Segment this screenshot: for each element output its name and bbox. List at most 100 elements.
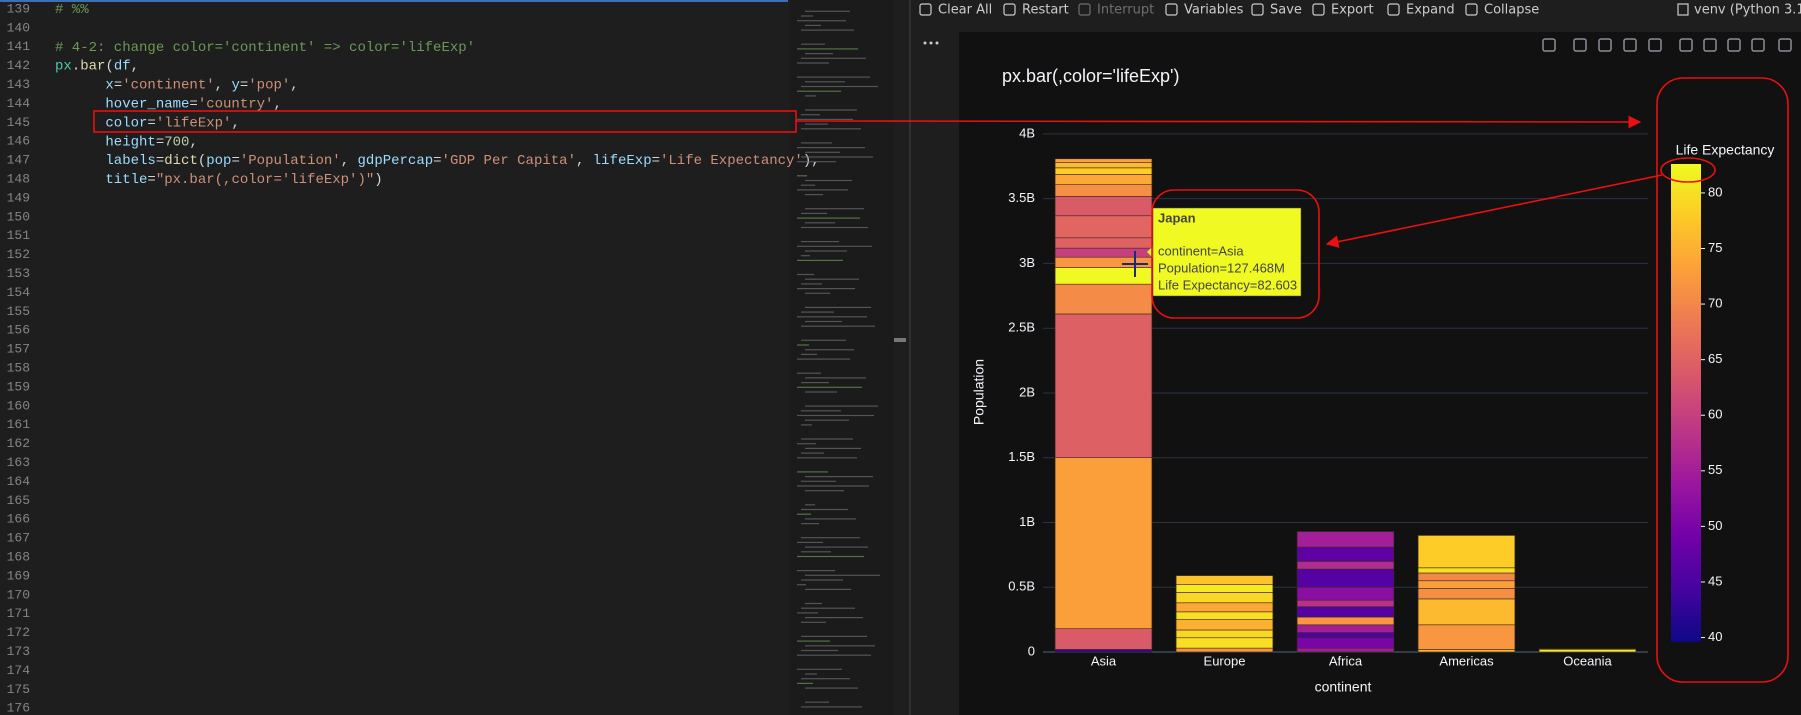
minimap-line — [801, 325, 875, 327]
minimap-line — [797, 555, 864, 558]
annotation-hover — [1151, 189, 1320, 319]
modebar-button[interactable] — [1573, 38, 1587, 52]
toolbar-label: Save — [1270, 3, 1302, 18]
minimap-line — [797, 316, 867, 318]
bar-segment — [1054, 174, 1153, 185]
modebar-button[interactable] — [1542, 38, 1556, 52]
minimap-line — [797, 273, 814, 276]
minimap-line — [797, 668, 842, 670]
line-number: 149 — [7, 190, 30, 205]
bar-segment — [1054, 649, 1153, 653]
line-number: 146 — [7, 134, 30, 149]
toolbar-button[interactable]: Restart — [1003, 3, 1069, 18]
line-number: 167 — [7, 531, 30, 546]
more-button[interactable] — [923, 41, 939, 45]
minimap-line — [805, 377, 866, 379]
code-token: 'pop' — [248, 77, 290, 93]
minimap-line — [797, 76, 870, 78]
modebar-button[interactable] — [1598, 38, 1612, 52]
line-number: 174 — [7, 663, 31, 678]
editor-bg — [0, 0, 788, 715]
modebar-button[interactable] — [1751, 38, 1765, 52]
minimap-line — [805, 447, 861, 449]
code-token: ( — [198, 153, 206, 169]
line-number: 159 — [7, 379, 30, 394]
modebar-button[interactable] — [1778, 38, 1792, 52]
modebar-button[interactable] — [1703, 38, 1717, 52]
code-token: title — [55, 172, 147, 188]
minimap-line — [801, 212, 827, 214]
bar-segment — [1054, 215, 1153, 239]
hover-line: Population=127.468M — [1158, 260, 1285, 275]
toolbar-button[interactable]: Variables — [1165, 3, 1244, 18]
minimap-line — [797, 245, 872, 247]
modebar-button[interactable] — [1623, 38, 1637, 52]
minimap-line — [797, 682, 813, 684]
toolbar-button[interactable]: Expand — [1387, 3, 1455, 18]
minimap-line — [801, 142, 832, 144]
bar-segment — [1054, 283, 1153, 315]
minimap-line — [801, 621, 826, 623]
minimap-line — [805, 490, 844, 492]
bar-segment — [1538, 648, 1637, 653]
modebar-button[interactable] — [1727, 38, 1741, 52]
line-number: 166 — [7, 512, 30, 527]
code-token: = — [433, 153, 441, 169]
minimap-line — [805, 123, 828, 125]
minimap-line — [805, 349, 854, 351]
kernel-picker[interactable]: venv (Python 3.11 — [1677, 3, 1801, 18]
minimap-line — [805, 194, 823, 196]
modebar-button[interactable] — [1648, 38, 1662, 52]
code-token: 'country' — [198, 96, 274, 112]
minimap-line — [797, 640, 830, 642]
line-number: 160 — [7, 398, 30, 413]
bar-segment — [1175, 584, 1274, 593]
kernel-icon — [1677, 3, 1689, 16]
cursor — [1122, 251, 1148, 277]
line-number: 172 — [7, 625, 30, 640]
y-tick-label: 3B — [1019, 255, 1035, 270]
code-token: ), — [803, 153, 820, 169]
hover-box — [1152, 207, 1302, 297]
code-token: 'lifeExp' — [156, 115, 232, 131]
bar-segment — [1054, 184, 1153, 197]
line-number: 147 — [7, 153, 30, 168]
line-number: 175 — [7, 682, 30, 697]
minimap-line — [805, 320, 842, 323]
modebar-icon — [1751, 38, 1765, 52]
bar-segment — [1054, 196, 1153, 217]
code-token: , — [576, 153, 593, 169]
toolbar-button[interactable]: Clear All — [919, 3, 992, 18]
cell-border — [0, 0, 788, 2]
modebar-button[interactable] — [1679, 38, 1693, 52]
minimap-line — [801, 114, 820, 116]
minimap-line — [805, 405, 878, 407]
line-number: 140 — [7, 20, 30, 35]
minimap-line — [801, 579, 843, 581]
minimap-line — [805, 673, 817, 675]
bar-segment — [1417, 624, 1516, 650]
x-axis-title: continent — [1315, 679, 1372, 695]
bar-segment — [1175, 629, 1274, 639]
y-tick-label: 3.5B — [1008, 190, 1035, 205]
minimap-line — [801, 452, 824, 454]
minimap-line — [797, 161, 836, 163]
minimap-line — [801, 57, 866, 59]
modebar-icon — [1542, 38, 1556, 52]
code-token: pop — [206, 153, 231, 169]
modebar — [1542, 38, 1792, 52]
minimap-line — [801, 339, 846, 341]
toolbar-button[interactable]: Export — [1312, 3, 1374, 18]
minimap-line — [797, 443, 816, 445]
toolbar-button[interactable]: Collapse — [1465, 3, 1539, 18]
line-number: 164 — [7, 474, 31, 489]
toolbar-button[interactable]: Save — [1251, 3, 1302, 18]
minimap-line — [801, 678, 850, 680]
minimap-line — [797, 62, 829, 64]
minimap-line — [801, 283, 822, 285]
toolbar-icon — [1251, 3, 1264, 16]
toolbar-button[interactable]: Interrupt — [1078, 3, 1154, 18]
code-line: # %% — [55, 2, 89, 18]
bar-segment — [1417, 535, 1516, 569]
colorbar-tick-label: 80 — [1708, 184, 1722, 199]
